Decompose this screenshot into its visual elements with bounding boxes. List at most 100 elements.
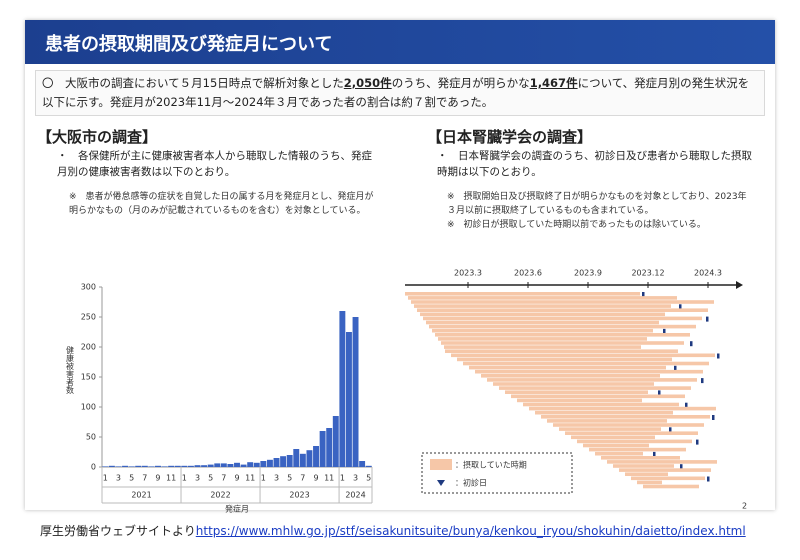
source-link[interactable]: https://www.mhlw.go.jp/stf/seisakunitsui… [195,524,746,538]
first-visit [712,415,715,420]
x-tick-label: 3 [353,474,358,483]
intake-band [429,324,696,329]
intake-band [601,456,680,460]
intake-band [423,316,702,321]
intake-band [589,447,686,452]
intro-text: 〇 大阪市の調査において５月15日時点で解析対象とした [42,76,344,90]
bar [102,466,109,467]
title-bar: 患者の摂取期間及び発症月について [25,20,775,64]
intake-band [541,415,710,419]
first-visit [690,341,693,347]
bar [299,453,306,467]
legend-label: ：初診日 [455,478,487,488]
bar [234,462,240,467]
intro-text: について、発症月別の発生状況を以下に示す。発症月が2023年11月～2024年３… [42,76,750,109]
intake-band [481,374,660,378]
bar [122,465,129,467]
timeline-label: 2023.12 [631,269,664,278]
x-tick-label: 1 [340,474,345,483]
bar [187,465,194,467]
intake-band [553,423,704,427]
bar [293,449,300,467]
y-tick-label: 100 [81,403,96,412]
bar [214,463,221,467]
intake-band [523,402,679,407]
intake-band [451,353,715,358]
left-note: ※ 患者が倦怠感等の症状を自覚した日の属する月を発症月とし、発症月が明らかなもの… [69,192,374,216]
x-tick-label: 7 [221,474,226,483]
bar [220,463,227,467]
title: 患者の摂取期間及び発症月について [45,34,333,55]
x-tick-label: 9 [313,474,318,483]
bar [240,464,247,467]
intake-band [505,390,648,394]
x-tick-label: 1 [182,474,187,483]
bar [253,462,260,467]
bar [181,465,188,467]
timeline-label: 2023.3 [454,269,482,278]
bar [345,332,352,467]
intake-band [625,472,668,476]
first-visit [653,451,656,457]
bar [339,311,346,467]
intake-band [475,369,703,374]
bar [194,465,201,467]
bar [207,464,214,467]
bar [227,464,234,467]
intake-band [493,382,654,386]
x-tick-label: 5 [129,474,134,483]
intake-band [613,464,674,468]
intake-band [441,341,684,345]
intake-band [420,312,665,317]
bar [174,465,181,467]
intake-band [487,378,697,382]
first-visit [680,464,683,470]
y-tick-label: 200 [81,343,96,352]
x-tick-label: 1 [103,474,108,483]
y-tick-label: 250 [81,313,96,322]
bar [306,450,313,467]
year-label: 2022 [210,491,230,500]
left-bullet: ・ 各保健所が主に健康被害者本人から聴取した情報のうち、発症月別の健康被害者数は… [57,150,372,178]
intake-band [438,337,647,341]
right-note: ※ 初診日が摂取していた時期以前であったものは除いている。 [447,220,706,230]
bar [332,416,339,467]
intake-band [607,460,717,464]
bar [326,428,333,467]
slide: 患者の摂取期間及び発症月について 〇 大阪市の調査において５月15日時点で解析対… [25,20,775,510]
bar [365,465,372,467]
timeline-label: 2024.3 [694,269,722,278]
first-visit [663,328,666,334]
year-label: 2021 [131,491,151,500]
bar [148,466,155,467]
bar [273,458,280,467]
intake-band [529,406,716,411]
y-axis-label: 健康被害者数 [66,345,75,395]
intake-band [637,480,662,485]
first-visit [717,353,720,359]
first-visit [658,390,661,396]
x-tick-label: 11 [166,474,176,483]
bar [168,465,175,467]
legend-marker [437,480,445,486]
bar [266,459,273,467]
timeline-arrow [736,281,743,289]
timeline-label: 2023.9 [574,269,602,278]
bar [286,455,293,467]
intake-band [577,439,692,444]
intake-band [445,349,678,353]
x-tick-label: 9 [155,474,160,483]
source: 厚生労働省ウェブサイトより [40,524,196,538]
intake-band [432,328,653,333]
intake-band [619,468,711,472]
intake-band [469,365,666,370]
bar [280,456,287,467]
first-visit [696,439,699,445]
intake-band [517,398,642,403]
x-tick-label: 5 [366,474,371,483]
first-visit [701,378,704,384]
legend-swatch [430,459,452,470]
intake-band [414,304,671,308]
intro-highlight: 1,467件 [529,76,578,90]
